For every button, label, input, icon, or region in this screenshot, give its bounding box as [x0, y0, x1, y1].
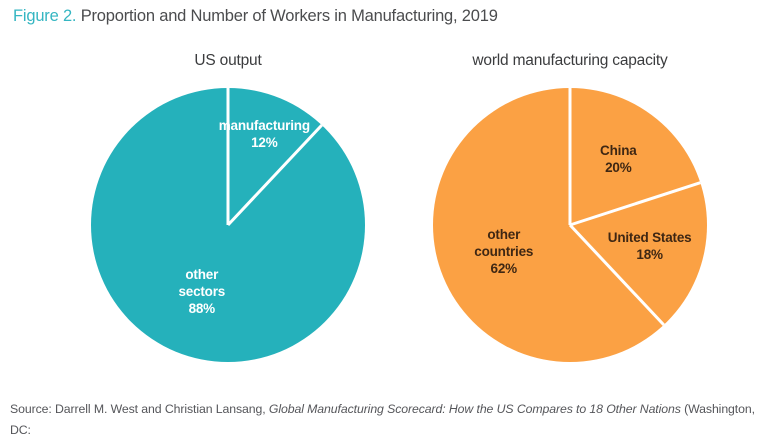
source-prefix: Source: Darrell M. West and Christian La…: [10, 402, 269, 416]
source-suffix: (Washington, DC:: [10, 402, 755, 437]
slice-label-other-countries: other countries 62%: [474, 227, 533, 276]
slice-label-manufacturing: manufacturing 12%: [219, 118, 310, 150]
source-italic-title: Global Manufacturing Scorecard: How the …: [268, 402, 681, 416]
source-note: Source: Darrell M. West and Christian La…: [10, 399, 762, 437]
slice-divider: [568, 223, 665, 326]
chart-title-world-capacity: world manufacturing capacity: [472, 52, 668, 69]
figure-number: Figure 2.: [13, 7, 77, 25]
slice-label-china: China 20%: [600, 143, 637, 175]
slice-label-other-sectors: other sectors 88%: [178, 267, 225, 316]
figure-title-text: Proportion and Number of Workers in Manu…: [76, 7, 498, 25]
slice-label-united-states: United States 18%: [608, 230, 692, 262]
figure-title: Figure 2. Proportion and Number of Worke…: [13, 7, 498, 26]
pie-chart-world-capacity: China 20% United States 18% other countries 62…: [432, 87, 708, 363]
chart-title-us-output: US output: [194, 52, 262, 69]
pie-svg: manufacturing 12% other sectors 88%: [91, 88, 365, 362]
slice-divider: [226, 124, 323, 227]
pie-svg: China 20% United States 18% other countries 62…: [433, 88, 707, 362]
slice-divider: [569, 181, 701, 227]
pie-chart-us-output: manufacturing 12% other sectors 88%: [90, 87, 366, 363]
